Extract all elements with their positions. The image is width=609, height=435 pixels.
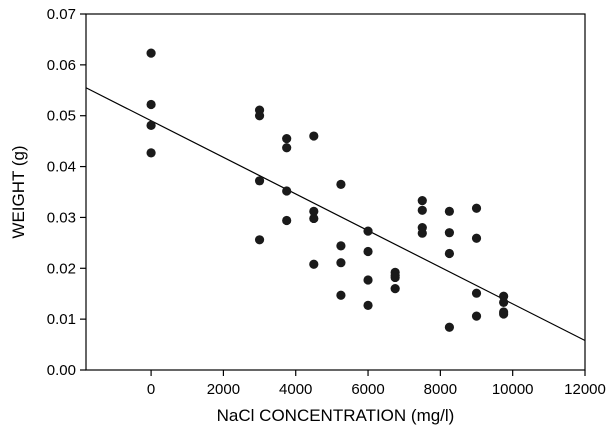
- data-point: [417, 228, 427, 238]
- data-point: [336, 290, 346, 300]
- data-point: [146, 120, 156, 130]
- x-axis: 0 2000 4000 6000 8000 10000 12000: [147, 370, 606, 398]
- data-point: [282, 215, 292, 226]
- data-points: [146, 48, 509, 332]
- y-axis-title: WEIGHT (g): [9, 145, 28, 238]
- x-tick-label: 2000: [207, 381, 240, 398]
- data-point: [146, 148, 156, 158]
- data-point: [146, 99, 156, 110]
- data-point: [146, 48, 156, 58]
- data-point: [444, 322, 455, 332]
- data-point: [336, 241, 346, 251]
- data-point: [471, 288, 482, 298]
- data-point: [309, 259, 319, 269]
- plot-frame: [85, 13, 586, 371]
- data-point: [363, 226, 373, 236]
- data-point: [254, 235, 265, 245]
- x-tick-label: 10000: [492, 381, 534, 398]
- data-point: [499, 297, 509, 307]
- data-point: [363, 246, 373, 257]
- data-point: [444, 228, 455, 238]
- data-point: [254, 111, 265, 121]
- y-tick-label: 0.02: [47, 260, 76, 277]
- data-point: [471, 233, 482, 243]
- y-tick-label: 0.04: [47, 159, 76, 176]
- data-point: [254, 176, 265, 186]
- data-point: [363, 300, 373, 311]
- data-point: [282, 143, 292, 153]
- data-point: [282, 186, 292, 196]
- data-point: [390, 272, 400, 283]
- data-point: [499, 309, 509, 319]
- data-point: [309, 213, 319, 224]
- x-tick-label: 12000: [564, 381, 606, 398]
- y-tick-label: 0.01: [47, 311, 76, 328]
- regression-line: [85, 87, 586, 342]
- data-point: [336, 258, 346, 268]
- data-point: [471, 203, 482, 213]
- data-point: [390, 284, 400, 294]
- x-tick-label: 8000: [424, 381, 457, 398]
- y-tick-label: 0.07: [47, 6, 76, 23]
- x-tick-label: 4000: [279, 381, 312, 398]
- y-axis: 0.00 0.01 0.02 0.03 0.04 0.05 0.06 0.07: [47, 6, 86, 379]
- x-tick-label: 6000: [351, 381, 384, 398]
- y-tick-label: 0.05: [47, 108, 76, 125]
- x-axis-title: NaCl CONCENTRATION (mg/l): [217, 406, 455, 425]
- data-point: [282, 134, 292, 144]
- x-tick-label: 0: [147, 381, 155, 398]
- data-point: [471, 311, 482, 321]
- data-point: [417, 196, 427, 206]
- y-tick-label: 0.00: [47, 362, 76, 379]
- data-point: [444, 206, 455, 216]
- data-point: [444, 248, 455, 259]
- y-tick-label: 0.06: [47, 57, 76, 74]
- data-point: [309, 131, 319, 141]
- y-tick-label: 0.03: [47, 209, 76, 226]
- data-point: [336, 179, 346, 189]
- data-point: [363, 275, 373, 285]
- data-point: [417, 205, 427, 215]
- data-point: [309, 206, 319, 216]
